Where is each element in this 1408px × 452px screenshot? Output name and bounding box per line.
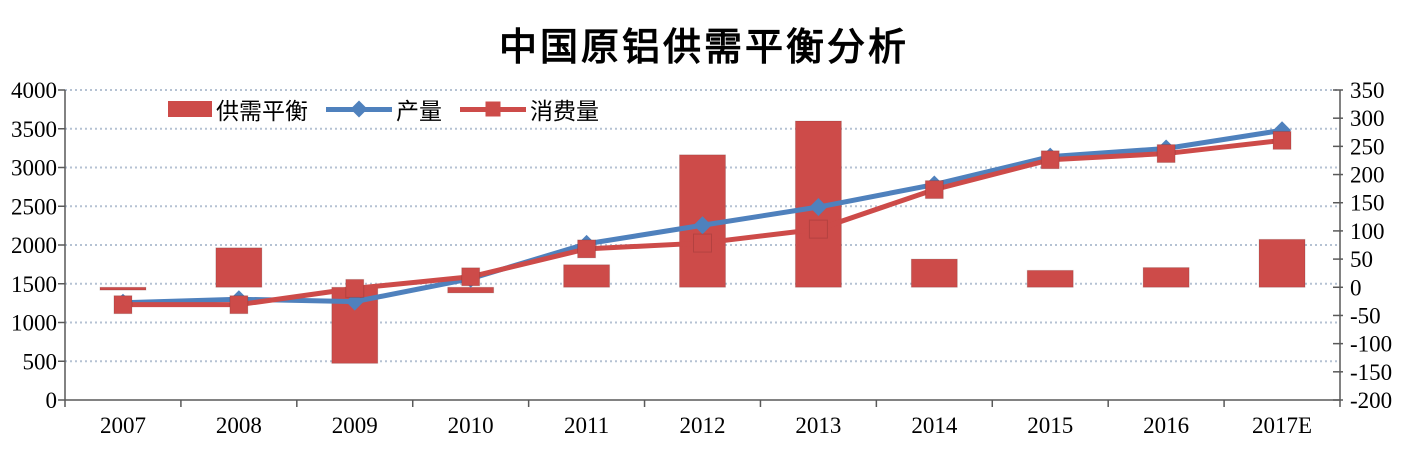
left-axis-label: 4000: [11, 78, 57, 103]
x-axis-label: 2013: [795, 413, 841, 438]
right-axis-label: -50: [1350, 303, 1381, 328]
right-axis-label: -100: [1350, 332, 1392, 357]
production-marker: [809, 198, 828, 217]
balance-bar: [99, 286, 147, 291]
left-axis-label: 500: [23, 349, 58, 374]
x-axis-label: 2015: [1027, 413, 1073, 438]
consumption-marker: [924, 180, 944, 200]
consumption-marker: [229, 295, 249, 315]
right-axis-label: 250: [1350, 134, 1385, 159]
balance-bar: [215, 247, 263, 288]
x-axis-label: 2016: [1143, 413, 1189, 438]
right-axis-label: 100: [1350, 219, 1385, 244]
chart-title: 中国原铝供需平衡分析: [498, 27, 909, 69]
left-axis-label: 1000: [11, 311, 57, 336]
balance-bar-swatch-icon: [168, 101, 212, 117]
x-axis-label: 2017E: [1252, 413, 1312, 438]
consumption-marker: [113, 295, 133, 315]
left-axis-label: 2500: [11, 194, 57, 219]
consumption-marker: [808, 219, 828, 239]
x-axis-label: 2011: [564, 413, 609, 438]
production-diamond-icon: [350, 100, 368, 118]
production-marker: [693, 216, 712, 235]
x-axis-label: 2007: [100, 413, 146, 438]
x-axis-label: 2014: [911, 413, 958, 438]
consumption-line-swatch-icon: [460, 101, 526, 117]
consumption-marker: [693, 233, 712, 253]
right-axis-label: 150: [1350, 191, 1385, 216]
production-line-swatch-icon: [326, 100, 392, 118]
balance-bar: [1026, 269, 1074, 288]
right-axis-label: -150: [1350, 360, 1392, 385]
consumption-marker: [461, 267, 481, 287]
left-axis-label: 1500: [11, 272, 57, 297]
consumption-marker: [577, 239, 597, 259]
right-axis-label: 200: [1350, 163, 1385, 188]
legend-label-consumption: 消费量: [530, 99, 599, 124]
right-axis-label: 0: [1350, 275, 1362, 300]
right-axis-label: 350: [1350, 78, 1385, 103]
consumption-marker: [1040, 150, 1060, 170]
balance-bar: [563, 264, 611, 288]
legend-label-balance: 供需平衡: [216, 99, 308, 124]
consumption-marker: [1156, 144, 1176, 164]
x-axis-label: 2009: [332, 413, 378, 438]
balance-bar: [1142, 267, 1190, 288]
balance-bar: [910, 258, 958, 288]
x-axis-label: 2010: [448, 413, 494, 438]
legend-item-balance: 供需平衡: [168, 92, 308, 126]
right-axis-label: 300: [1350, 106, 1385, 131]
consumption-square-icon: [485, 101, 501, 117]
balance-bar: [447, 286, 495, 294]
right-axis-label: 50: [1350, 247, 1373, 272]
legend-item-consumption: 消费量: [460, 92, 599, 126]
left-axis-label: 3000: [11, 156, 57, 181]
legend-item-production: 产量: [326, 92, 442, 126]
balance-bar: [1258, 238, 1306, 288]
legend: 供需平衡 产量 消费量: [168, 92, 599, 126]
x-axis-label: 2008: [216, 413, 262, 438]
consumption-marker: [345, 278, 365, 298]
consumption-marker: [1272, 130, 1292, 150]
right-axis-label: -200: [1350, 388, 1392, 413]
x-axis-label: 2012: [680, 413, 726, 438]
left-axis-label: 0: [46, 388, 58, 413]
left-axis-label: 3500: [11, 117, 57, 142]
legend-label-production: 产量: [396, 99, 442, 124]
left-axis-label: 2000: [11, 233, 57, 258]
